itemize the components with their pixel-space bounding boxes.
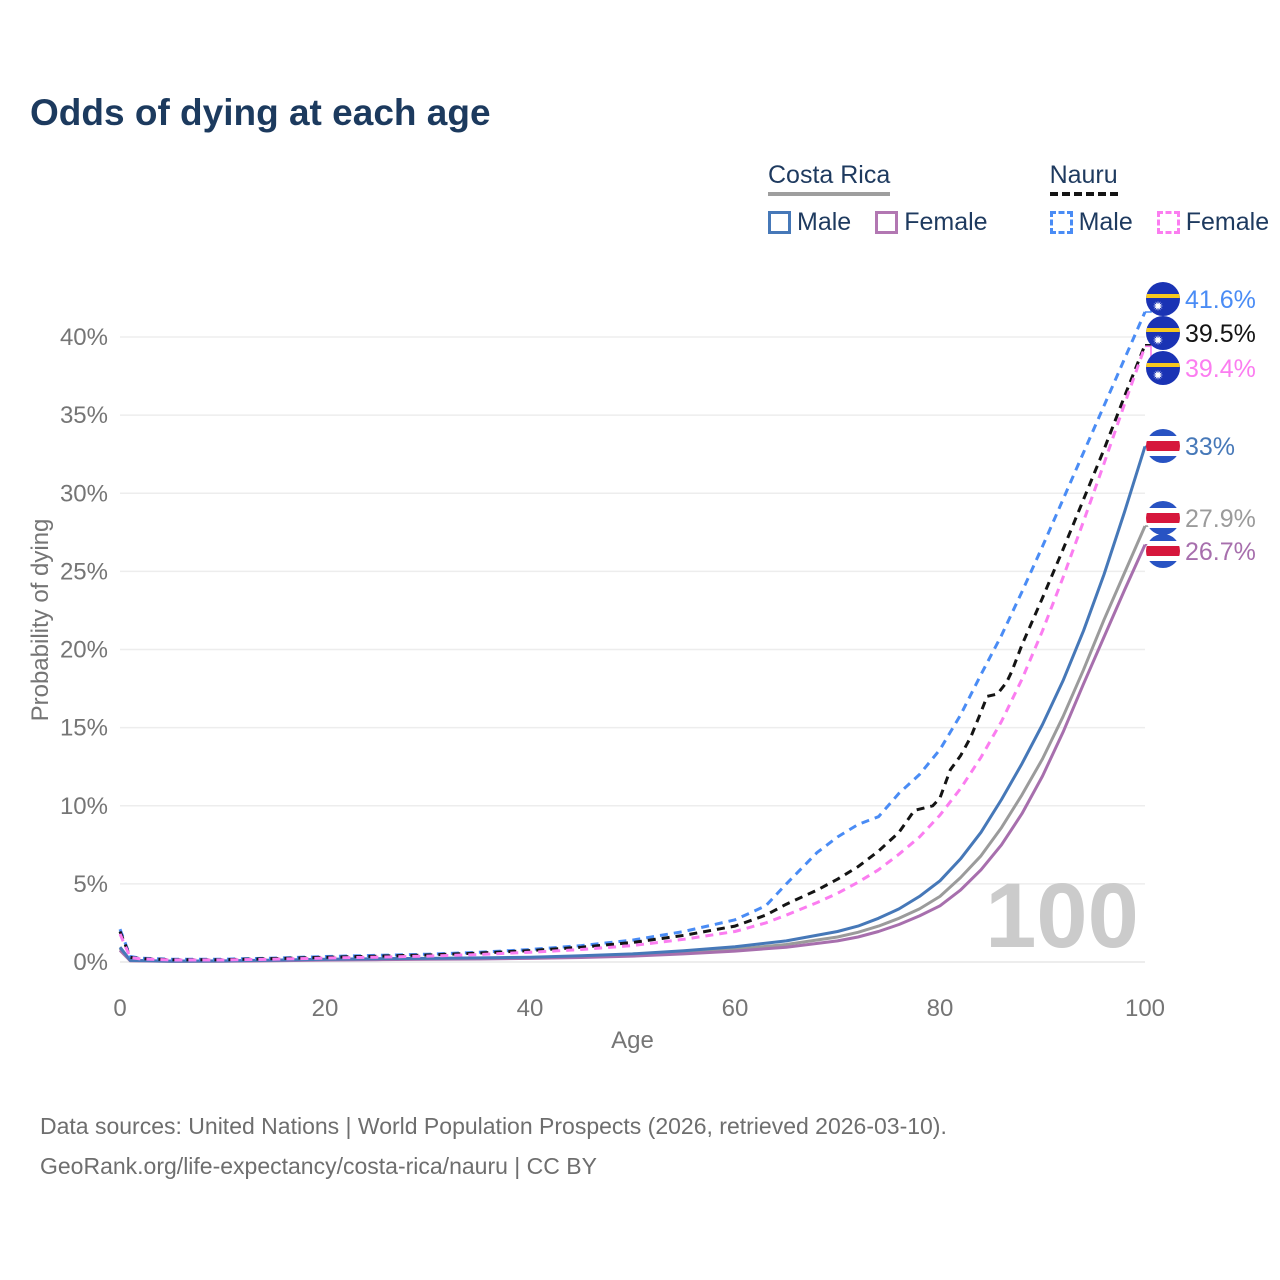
page-title: Odds of dying at each age — [30, 92, 491, 133]
x-tick-label: 20 — [312, 995, 339, 1022]
end-label-costa-rica-female: 26.7% — [1145, 534, 1256, 568]
line-nauru-total[interactable] — [118, 344, 1147, 962]
legend-item-label: Male — [1078, 208, 1133, 236]
nauru-male-swatch-icon — [1049, 211, 1073, 234]
end-label-costa-rica-male: 33% — [1145, 429, 1235, 463]
nauru-female-swatch-icon — [1156, 211, 1180, 234]
y-tick-label: 30% — [60, 480, 108, 507]
y-tick-label: 0% — [73, 949, 108, 976]
nauru-flag-icon — [1146, 351, 1180, 385]
source-line: Data sources: United Nations | World Pop… — [40, 1113, 947, 1139]
legend-item-label: Male — [797, 208, 852, 236]
end-label-nauru-male: 41.6% — [1145, 282, 1256, 316]
attribution-line: GeoRank.org/life-expectancy/costa-rica/n… — [40, 1153, 597, 1179]
end-label-costa-rica-total: 27.9% — [1145, 501, 1256, 535]
end-value-label: 39.5% — [1185, 320, 1256, 348]
costa-rica-flag-icon — [1146, 501, 1180, 535]
end-value-label: 26.7% — [1185, 538, 1256, 566]
costa-rica-flag-icon — [1146, 429, 1180, 463]
x-tick-label: 80 — [927, 995, 954, 1022]
data-source-note: Data sources: United Nations | World Pop… — [40, 1106, 947, 1186]
costa-rica-flag-icon — [1146, 534, 1180, 568]
legend-group-costa-rica: Costa Rica Male Female — [768, 161, 988, 237]
legend-group-nauru: Nauru Male Female — [1049, 161, 1270, 237]
end-label-nauru-total: 39.5% — [1145, 316, 1256, 350]
y-axis-title: Probability of dying — [27, 519, 54, 722]
legend-item-nauru-female[interactable]: Female — [1156, 208, 1270, 237]
x-tick-label: 0 — [113, 995, 126, 1022]
end-value-label: 39.4% — [1185, 355, 1256, 383]
legend-item-costa-rica-female[interactable]: Female — [875, 208, 988, 237]
chart-legend: Costa Rica Male Female Nauru Male — [768, 161, 1269, 237]
line-nauru-female[interactable] — [118, 345, 1147, 962]
legend-item-label: Female — [904, 208, 988, 236]
y-tick-label: 10% — [60, 793, 108, 820]
line-nauru-male[interactable] — [118, 311, 1147, 961]
nauru-flag-icon — [1146, 316, 1180, 350]
y-tick-label: 40% — [60, 324, 108, 351]
costa-rica-male-swatch-icon — [768, 211, 791, 234]
end-label-nauru-female: 39.4% — [1145, 345, 1256, 385]
line-costa-rica-male[interactable] — [118, 445, 1147, 963]
y-tick-label: 15% — [60, 715, 108, 742]
y-tick-label: 25% — [60, 558, 108, 585]
x-axis-title: Age — [611, 1027, 654, 1054]
legend-item-costa-rica-male[interactable]: Male — [768, 208, 851, 237]
x-tick-label: 40 — [517, 995, 544, 1022]
legend-item-label: Female — [1185, 208, 1270, 236]
y-tick-label: 5% — [73, 871, 108, 898]
x-tick-label: 60 — [722, 995, 749, 1022]
x-tick-label: 100 — [1125, 995, 1165, 1022]
y-tick-label: 35% — [60, 402, 108, 429]
end-value-label: 33% — [1185, 433, 1235, 461]
costa-rica-female-swatch-icon — [875, 211, 899, 234]
end-value-label: 41.6% — [1185, 286, 1256, 314]
legend-nauru-label[interactable]: Nauru — [1049, 161, 1118, 196]
age-watermark: 100 — [985, 865, 1139, 967]
end-value-label: 27.9% — [1185, 505, 1256, 533]
legend-item-nauru-male[interactable]: Male — [1049, 208, 1133, 237]
legend-costa-rica-label[interactable]: Costa Rica — [768, 161, 891, 196]
y-tick-label: 20% — [60, 637, 108, 664]
nauru-flag-icon — [1146, 282, 1180, 316]
